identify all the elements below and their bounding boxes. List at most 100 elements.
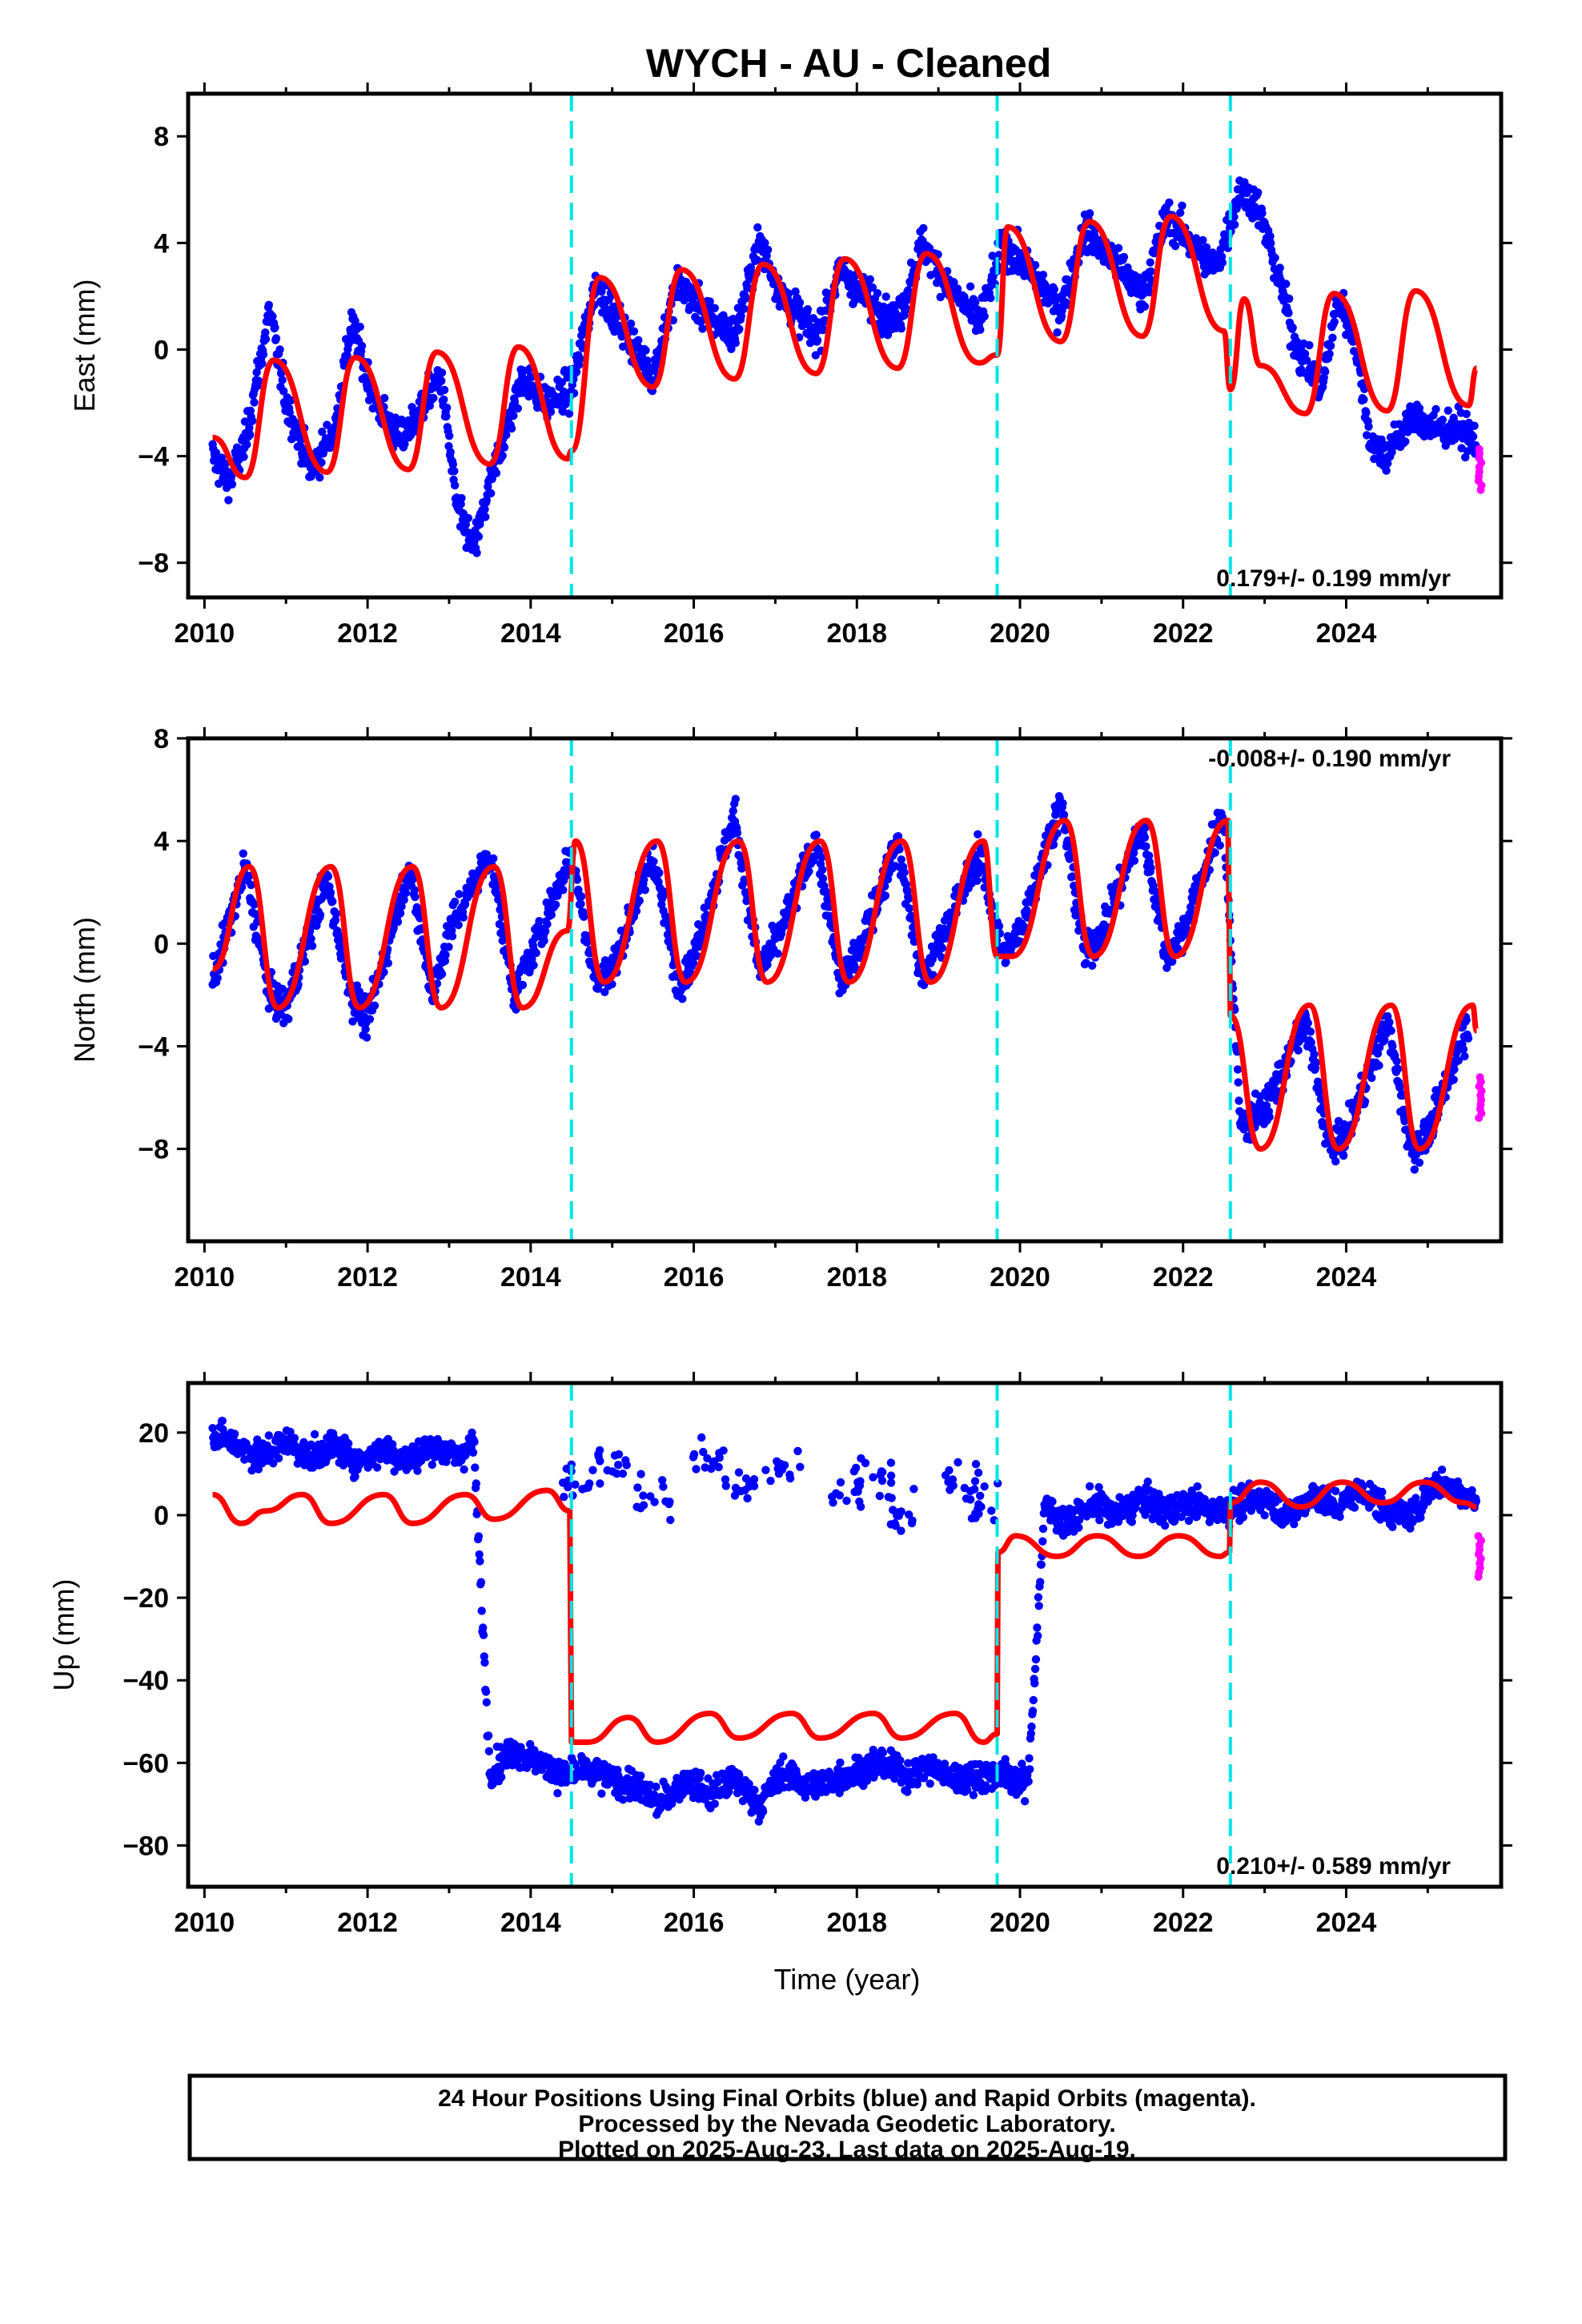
east-model-line [211,213,1480,480]
east-y-axis-label: East (mm) [68,279,101,412]
up-final-point [351,1472,359,1482]
north-final-point [370,1001,379,1010]
east-final-point [1359,395,1368,404]
north-final-point [818,874,828,883]
up-final-point [484,1731,493,1740]
east-final-point [652,361,661,370]
north-final-point [1454,1056,1464,1065]
north-final-point [593,984,603,993]
up-final-point [652,1782,661,1791]
east-final-point [813,336,822,345]
north-final-point [580,912,588,922]
north-final-point [763,960,772,969]
north-final-point [1233,1065,1243,1074]
east-final-point [1303,356,1311,365]
north-final-point [1211,848,1219,858]
east-final-point [261,328,270,337]
east-final-point [737,312,745,320]
north-final-point [812,830,821,839]
east-final-point [259,350,268,359]
east-x-tick-label: 2014 [500,618,561,649]
east-final-point [211,448,221,457]
north-final-point [919,980,929,990]
north-final-point [1410,1165,1419,1174]
north-final-point [1387,1026,1395,1035]
east-final-point [1176,208,1185,217]
north-final-point [489,854,498,863]
north-final-point [600,987,609,997]
north-data-layer [208,738,1486,1241]
north-final-point [1464,1034,1473,1043]
east-final-point [865,275,875,283]
up-final-point [474,1532,484,1541]
up-final-point [372,1463,382,1472]
north-final-point [1303,1019,1313,1027]
east-final-point [919,223,928,233]
east-x-tick-label: 2016 [664,618,725,649]
up-final-point [481,1687,491,1696]
east-y-tick-label: 4 [154,228,169,259]
east-final-point [278,376,287,384]
north-final-point [1385,1018,1394,1027]
east-final-point [507,424,516,433]
east-final-point [498,451,507,460]
up-final-point [344,1439,353,1448]
east-final-point [1267,239,1275,247]
east-final-point [285,408,294,417]
east-final-point [445,432,454,440]
north-final-point [348,1017,357,1026]
east-final-point [1305,340,1314,350]
north-final-point [893,832,903,841]
east-final-point [1300,349,1310,358]
east-final-point [901,304,910,312]
north-final-point [572,875,582,884]
east-final-point [437,376,446,385]
north-final-point [1068,872,1077,881]
north-final-point [1141,823,1150,832]
east-final-point [245,424,254,432]
east-final-point [448,460,457,469]
east-final-point [740,304,749,313]
north-y-tick-label: 0 [154,929,169,959]
up-final-point [480,1652,488,1661]
east-final-point [1165,198,1174,207]
east-final-point [464,513,473,523]
north-final-point [938,943,947,952]
north-final-point [315,911,325,919]
east-x-tick-label: 2024 [1316,618,1377,649]
east-final-point [1146,267,1155,276]
north-final-point [1311,1058,1321,1068]
east-final-point [1443,406,1453,415]
north-final-point [448,931,457,941]
east-final-point [429,393,438,403]
east-final-point [1330,317,1339,327]
north-y-tick-label: −4 [138,1031,169,1062]
north-final-point [547,911,556,919]
east-final-point [351,316,359,325]
east-final-point [897,324,906,333]
east-final-point [261,335,271,344]
east-final-point [1053,328,1062,337]
north-final-point [1152,900,1161,909]
east-x-tick-label: 2010 [175,618,235,649]
north-final-point [362,1033,371,1042]
up-final-point [208,1424,217,1433]
east-final-point [487,489,496,498]
panel-north: -0.008+/- 0.190 mm/yr 2010 2012 2014 2016 20… [68,724,1512,1293]
east-final-point [881,292,890,301]
east-x-tick-label: 2020 [990,618,1050,649]
east-final-point [1401,437,1410,446]
east-final-point [250,398,259,407]
up-final-point [525,1739,535,1749]
east-final-point [343,351,351,360]
east-final-point [1462,409,1471,419]
east-final-point [492,468,501,477]
east-final-point [450,467,459,476]
east-final-point [1254,188,1263,197]
east-final-point [597,287,606,296]
up-final-point [480,1658,489,1667]
east-final-point [1085,209,1094,218]
east-final-point [1292,337,1302,346]
north-final-point [535,917,544,926]
